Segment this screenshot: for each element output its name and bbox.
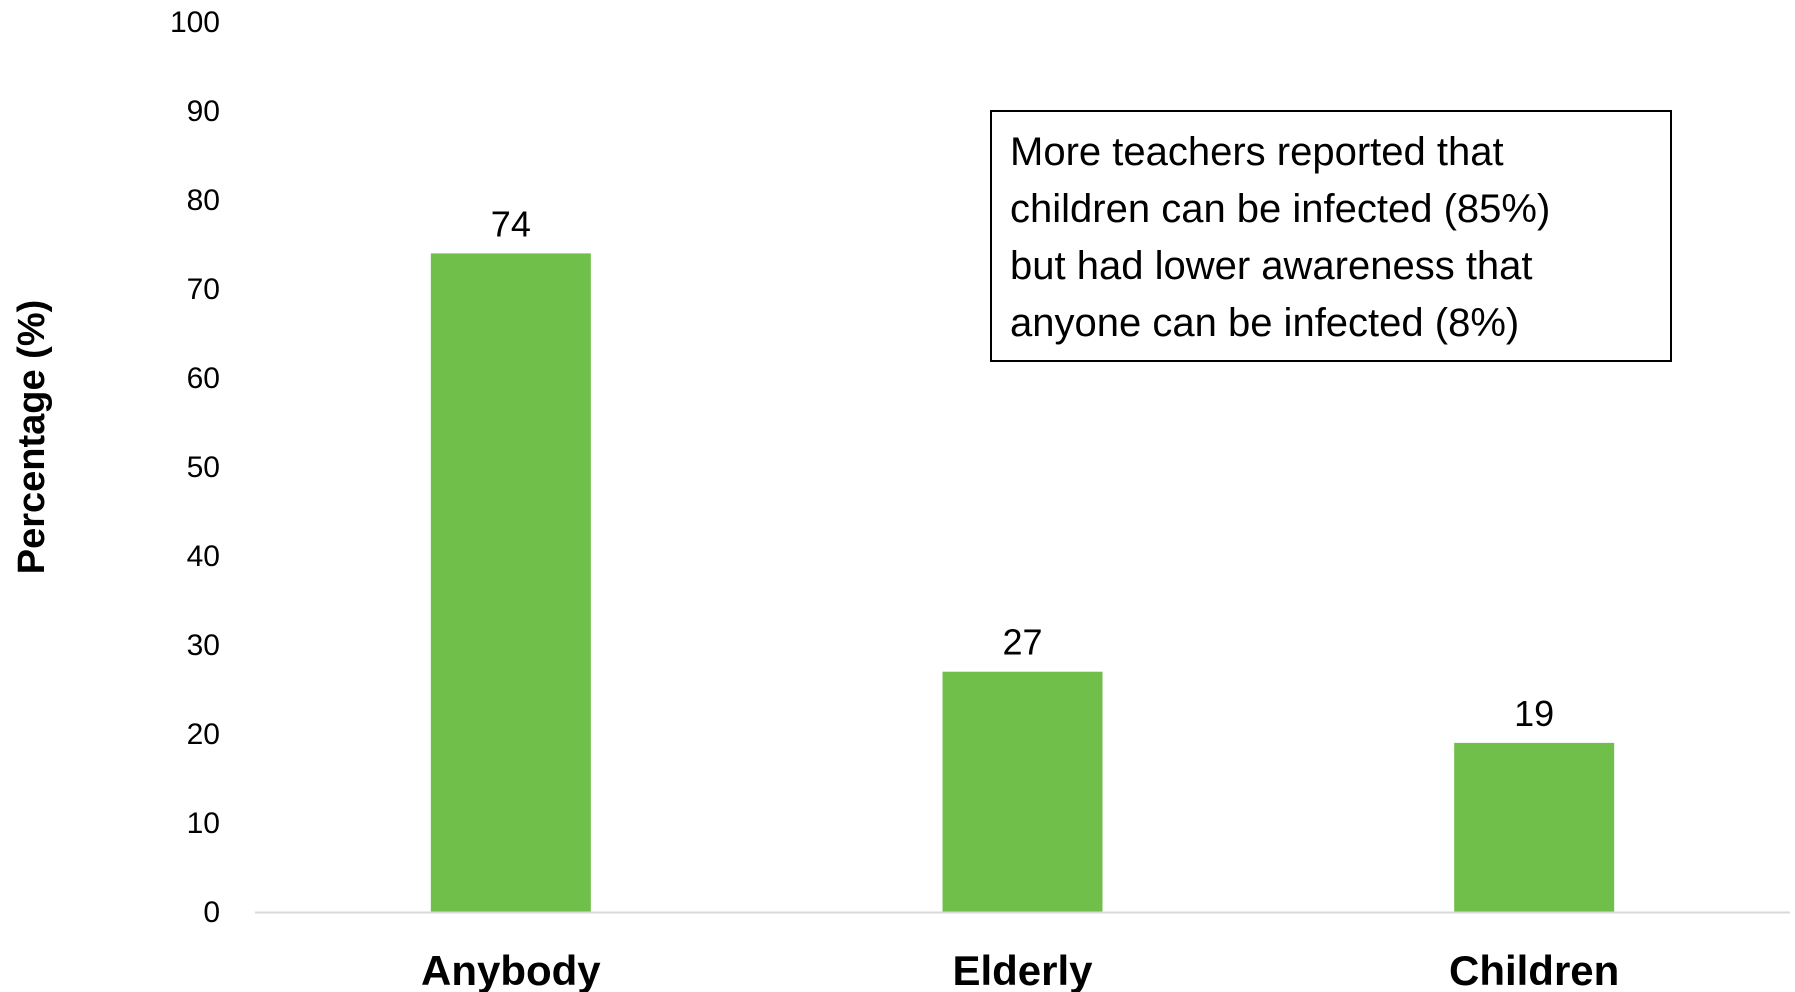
y-tick-label: 70 xyxy=(187,273,220,306)
bar-children xyxy=(1454,742,1615,912)
y-tick-label: 50 xyxy=(187,451,220,484)
data-label: 27 xyxy=(1002,622,1042,663)
category-label: Children xyxy=(1449,947,1619,992)
annotation-line: anyone can be infected (8%) xyxy=(1010,301,1520,345)
y-axis-label: Percentage (%) xyxy=(11,300,53,575)
y-tick-label: 10 xyxy=(187,807,220,840)
data-label: 74 xyxy=(491,203,531,244)
y-tick-label: 80 xyxy=(187,184,220,217)
y-tick-label: 40 xyxy=(187,540,220,573)
y-tick-label: 0 xyxy=(203,896,220,929)
y-tick-label: 100 xyxy=(170,6,220,39)
annotation-line: More teachers reported that xyxy=(1010,130,1504,174)
category-label: Elderly xyxy=(952,947,1093,992)
y-tick-label: 60 xyxy=(187,362,220,395)
category-labels: Anybody Elderly Children xyxy=(421,947,1619,992)
y-axis-ticks: 0 10 20 30 40 50 60 70 80 90 100 xyxy=(170,6,220,929)
y-tick-label: 90 xyxy=(187,95,220,128)
data-label: 19 xyxy=(1514,693,1554,734)
data-labels: 74 27 19 xyxy=(491,203,1554,734)
category-label: Anybody xyxy=(421,947,601,992)
y-tick-label: 20 xyxy=(187,718,220,751)
annotation-line: but had lower awareness that xyxy=(1010,244,1533,288)
bar-anybody xyxy=(430,253,591,912)
y-tick-label: 30 xyxy=(187,629,220,662)
annotation-line: children can be infected (85%) xyxy=(1010,187,1551,231)
bar-elderly xyxy=(942,671,1103,912)
annotation-box: More teachers reported that children can… xyxy=(990,110,1672,362)
bars xyxy=(430,253,1615,912)
